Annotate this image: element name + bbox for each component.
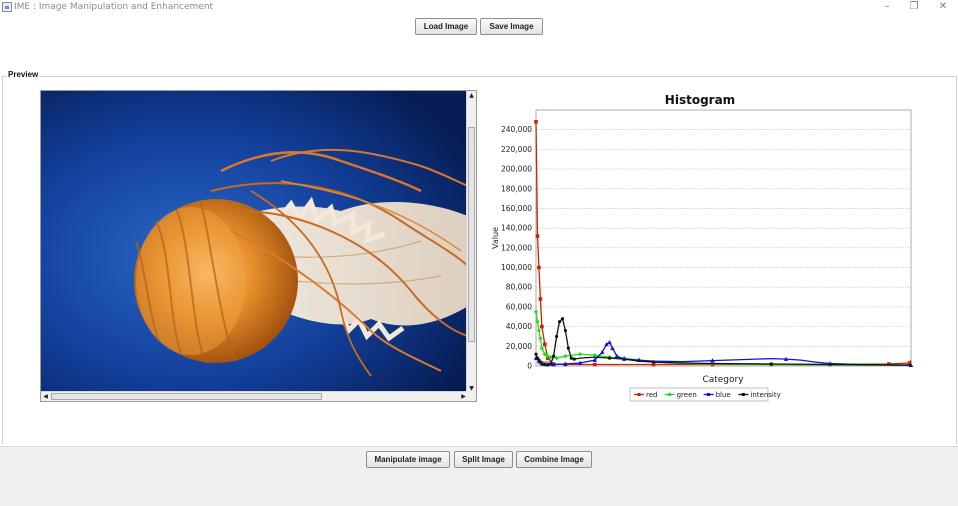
- jellyfish-image: [41, 91, 468, 393]
- data-point-intensity: [560, 317, 565, 321]
- legend-marker-green: [668, 393, 672, 396]
- horizontal-scrollbar[interactable]: ◀ ▶: [41, 391, 468, 401]
- legend: red green blue intensity: [629, 387, 781, 402]
- java-app-icon: [2, 2, 12, 12]
- data-point-red: [907, 361, 912, 365]
- y-tick-label: 120,000: [501, 243, 532, 252]
- y-tick-label: 160,000: [501, 204, 532, 213]
- data-point-intensity: [769, 362, 773, 366]
- y-tick-label: 240,000: [501, 125, 532, 134]
- data-point-green: [533, 309, 539, 315]
- y-tick-label: 20,000: [506, 342, 532, 351]
- data-point-red: [887, 362, 891, 366]
- bottom-toolbar: Manipulate image Split Image Combine Ima…: [0, 446, 958, 506]
- legend-label-green: green: [677, 391, 697, 399]
- histogram-chart: Histogram 0 20,000 40,000 60,000 80,000 100,0…: [491, 93, 914, 402]
- chevron-right-icon[interactable]: ▶: [461, 393, 466, 400]
- data-point-red: [540, 324, 544, 329]
- vertical-scroll-thumb[interactable]: [468, 127, 475, 342]
- legend-label-red: red: [646, 391, 657, 399]
- title-bar: IME : Image Manipulation and Enhancement…: [0, 0, 958, 15]
- data-point-red: [535, 234, 540, 238]
- data-point-blue: [783, 356, 789, 361]
- data-point-red: [538, 297, 543, 301]
- data-point-intensity: [554, 334, 559, 339]
- data-point-intensity: [607, 356, 612, 360]
- data-point-intensity: [543, 362, 547, 367]
- legend-marker-intensity: [741, 393, 745, 396]
- legend-label-intensity: intensity: [750, 391, 780, 399]
- split-image-button[interactable]: Split Image: [454, 451, 513, 468]
- image-scroll-pane[interactable]: ▲ ▼ ◀ ▶: [40, 90, 477, 402]
- data-point-intensity: [552, 354, 556, 358]
- y-tick-label: 100,000: [501, 263, 532, 272]
- legend-marker-blue: [707, 393, 711, 396]
- y-axis-ticks: 0 20,000 40,000 60,000 80,000 100,000 120,000 1…: [501, 125, 532, 370]
- data-point-blue: [614, 353, 620, 358]
- x-tick-labels: 0000: [538, 361, 551, 367]
- data-point-blue: [563, 361, 568, 366]
- data-point-green: [535, 319, 540, 324]
- plot-area: [535, 109, 912, 367]
- preview-label: Preview: [7, 70, 40, 79]
- series-lines: [533, 120, 914, 368]
- data-point-blue: [577, 360, 583, 365]
- y-axis-label: Value: [491, 227, 500, 249]
- chevron-down-icon[interactable]: ▼: [469, 385, 474, 392]
- load-image-button[interactable]: Load Image: [415, 18, 477, 35]
- chevron-left-icon[interactable]: ◀: [43, 393, 48, 400]
- top-toolbar: Load Image Save Image: [0, 15, 958, 75]
- data-point-intensity: [549, 362, 553, 366]
- chevron-up-icon[interactable]: ▲: [469, 92, 474, 99]
- minimize-button[interactable]: –: [884, 1, 890, 12]
- data-point-blue: [551, 362, 556, 367]
- data-point-blue: [610, 345, 615, 351]
- data-point-intensity: [563, 328, 568, 333]
- y-tick-label: 0: [527, 362, 532, 371]
- scroll-corner: [466, 391, 476, 401]
- data-point-green: [536, 328, 542, 333]
- window-title: IME : Image Manipulation and Enhancement: [14, 2, 214, 12]
- data-point-red: [651, 362, 656, 367]
- legend-marker-red: [637, 393, 641, 396]
- data-point-red: [537, 265, 541, 270]
- data-point-intensity: [572, 357, 576, 361]
- horizontal-scroll-thumb[interactable]: [51, 393, 322, 400]
- data-point-blue: [710, 358, 715, 363]
- data-point-intensity: [569, 356, 573, 360]
- data-point-red: [543, 342, 547, 347]
- preview-panel: Preview: [2, 70, 957, 444]
- legend-box: [629, 387, 769, 402]
- y-tick-label: 200,000: [501, 165, 532, 174]
- y-tick-label: 180,000: [501, 184, 532, 193]
- data-point-blue: [604, 341, 609, 347]
- data-point-intensity: [652, 360, 656, 364]
- data-point-red: [593, 362, 597, 367]
- data-point-intensity: [534, 352, 538, 356]
- data-point-red: [534, 120, 538, 124]
- data-point-intensity: [566, 346, 570, 350]
- data-point-blue: [607, 339, 612, 345]
- data-point-blue: [592, 357, 598, 362]
- data-point-intensity: [546, 362, 550, 367]
- chart-title: Histogram: [665, 93, 735, 107]
- restore-button[interactable]: ❐: [909, 1, 919, 12]
- legend-label-blue: blue: [716, 391, 731, 399]
- y-tick-label: 220,000: [501, 145, 532, 154]
- manipulate-image-button[interactable]: Manipulate image: [366, 451, 450, 468]
- data-point-intensity: [540, 362, 544, 366]
- x-axis-label: Category: [702, 375, 744, 385]
- gridlines: [536, 129, 911, 347]
- y-tick-label: 60,000: [506, 302, 532, 311]
- combine-image-button[interactable]: Combine Image: [516, 451, 592, 468]
- y-tick-label: 140,000: [501, 224, 532, 233]
- vertical-scrollbar[interactable]: ▲ ▼: [466, 91, 476, 393]
- y-tick-label: 80,000: [506, 283, 532, 292]
- data-point-blue: [599, 349, 605, 355]
- y-tick-label: 40,000: [506, 322, 532, 331]
- save-image-button[interactable]: Save Image: [480, 18, 543, 35]
- close-button[interactable]: ✕: [938, 1, 948, 12]
- data-point-intensity: [557, 320, 562, 324]
